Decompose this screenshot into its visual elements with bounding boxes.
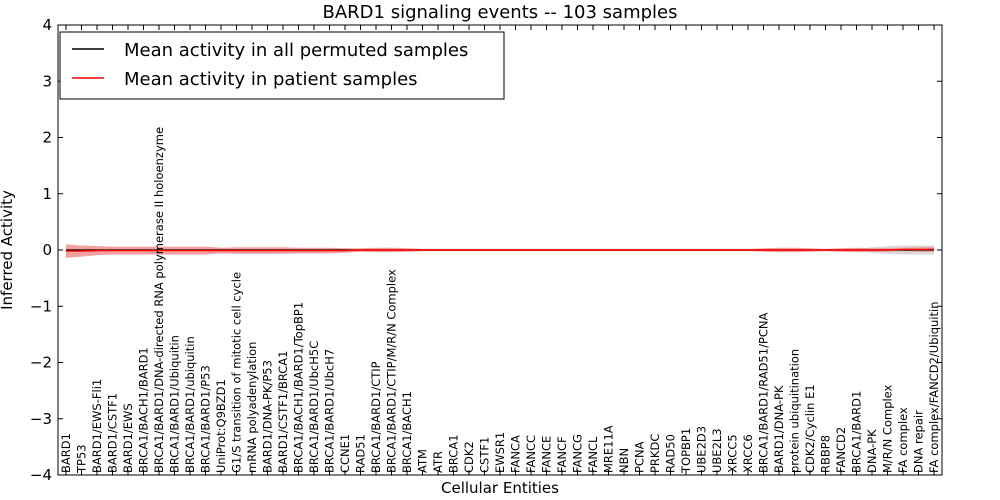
x-tick-label: ATM xyxy=(416,449,430,473)
x-tick-label: BRCA1/BARD1/ubiquitin xyxy=(183,336,197,473)
x-tick-label: M/R/N Complex xyxy=(881,384,895,473)
x-tick-label: BARD1/CSTF1 xyxy=(106,393,120,473)
x-tick-label: BRCA1/BARD1/UbcH5C xyxy=(307,341,321,473)
x-tick-label: BARD1 xyxy=(59,433,73,473)
y-tick-label: −3 xyxy=(30,410,52,428)
x-tick-label: BRCA1/BARD1/P53 xyxy=(199,365,213,473)
x-tick-label: ATR xyxy=(431,451,445,473)
x-tick-label: CDK2/Cyclin E1 xyxy=(803,384,817,473)
x-tick-label: BRCA1/BACH1 xyxy=(400,391,414,473)
x-tick-label: BARD1/EWS xyxy=(121,403,135,473)
x-tick-label: RAD50 xyxy=(664,434,678,473)
x-tick-label: BRCA1/BARD1/CTIP/M/R/N Complex xyxy=(385,269,399,473)
x-tick-label: RBBP8 xyxy=(819,435,833,473)
x-tick-label: UBE2L3 xyxy=(710,428,724,473)
y-tick-label: −2 xyxy=(30,354,52,372)
x-tick-label: BARD1/CSTF1/BRCA1 xyxy=(276,351,290,473)
x-tick-label: BRCA1/BACH1/BARD1 xyxy=(137,347,151,473)
x-tick-label: FANCF xyxy=(555,436,569,473)
x-tick-label: BRCA1/BARD1/UbcH7 xyxy=(323,349,337,473)
x-tick-label: FA complex/FANCD2/Ubiquitin xyxy=(927,302,941,473)
x-tick-label: TOPBP1 xyxy=(679,428,693,474)
x-tick-label: BRCA1/BARD1 xyxy=(850,391,864,473)
x-axis-title: Cellular Entities xyxy=(441,479,559,497)
x-tick-label: DNA-PK xyxy=(865,429,879,473)
y-tick-label: 3 xyxy=(42,72,52,90)
x-tick-label: PCNA xyxy=(633,441,647,473)
legend-label-permuted: Mean activity in all permuted samples xyxy=(124,40,468,61)
x-tick-label: XRCC6 xyxy=(741,434,755,473)
x-tick-label: protein ubiquitination xyxy=(788,349,802,473)
x-tick-label: BRCA1/BACH1/BARD1/TopBP1 xyxy=(292,302,306,473)
x-tick-label: XRCC5 xyxy=(726,434,740,473)
y-axis-title: Inferred Activity xyxy=(0,190,16,310)
x-tick-label: FANCG xyxy=(571,434,585,473)
x-tick-label: BRCA1/BARD1/DNA-directed RNA polymerase … xyxy=(152,127,166,473)
x-tick-label: G1/S transition of mitotic cell cycle xyxy=(230,272,244,473)
x-tick-label: CSTF1 xyxy=(478,437,492,473)
x-tick-label: NBN xyxy=(617,448,631,473)
y-axis: −4 −3 −2 −1 0 1 2 3 4 xyxy=(30,16,942,484)
x-tick-label: FANCL xyxy=(586,436,600,473)
x-tick-label: EWSR1 xyxy=(493,432,507,473)
x-tick-label: RAD51 xyxy=(354,434,368,473)
x-tick-label: BARD1/DNA-PK/P53 xyxy=(261,360,275,473)
legend-label-patient: Mean activity in patient samples xyxy=(124,69,418,90)
x-tick-label: DNA repair xyxy=(912,410,926,473)
x-tick-label: BRCA1/BARD1/RAD51/PCNA xyxy=(757,312,771,473)
legend-box xyxy=(59,31,505,100)
x-tick-label: FANCA xyxy=(509,435,523,473)
x-tick-label: BARD1/EWS-Fli1 xyxy=(90,379,104,473)
x-tick-label: FANCD2 xyxy=(834,427,848,473)
x-tick-label: FANCE xyxy=(540,436,554,473)
x-tick-label: BRCA1/BARD1/CTIP xyxy=(369,361,383,473)
x-tick-label: UniProt:Q9BZD1 xyxy=(214,379,228,473)
x-tick-label: mRNA polyadenylation xyxy=(245,342,259,473)
x-tick-label: UBE2D3 xyxy=(695,426,709,473)
y-tick-label: 1 xyxy=(42,185,52,203)
x-tick-label: TP53 xyxy=(75,444,89,474)
x-tick-label: BRCA1/BARD1/Ubiquitin xyxy=(168,335,182,473)
x-tick-label: BRCA1 xyxy=(447,434,461,473)
y-tick-label: −4 xyxy=(30,466,52,484)
x-axis: BARD1 TP53 BARD1/EWS-Fli1 BARD1/CSTF1 BARD1/… xyxy=(59,25,941,475)
series-line-1 xyxy=(66,248,934,252)
chart-title: BARD1 signaling events -- 103 samples xyxy=(323,2,678,23)
y-tick-label: 4 xyxy=(42,16,52,34)
y-tick-label: 2 xyxy=(42,129,52,147)
series-band-1 xyxy=(66,244,934,258)
x-tick-label: FANCC xyxy=(524,435,538,473)
plot-lines xyxy=(66,248,934,252)
x-tick-label: MRE11A xyxy=(602,425,616,473)
legend: Mean activity in all permuted samples Me… xyxy=(59,31,505,100)
x-tick-label: CCNE1 xyxy=(338,434,352,473)
y-tick-label: −1 xyxy=(30,297,52,315)
x-tick-label: CDK2 xyxy=(462,441,476,473)
x-tick-label: FA complex xyxy=(896,407,910,473)
x-tick-label: PRKDC xyxy=(648,434,662,473)
x-tick-label: BARD1/DNA-PK xyxy=(772,385,786,473)
y-tick-label: 0 xyxy=(42,241,52,259)
